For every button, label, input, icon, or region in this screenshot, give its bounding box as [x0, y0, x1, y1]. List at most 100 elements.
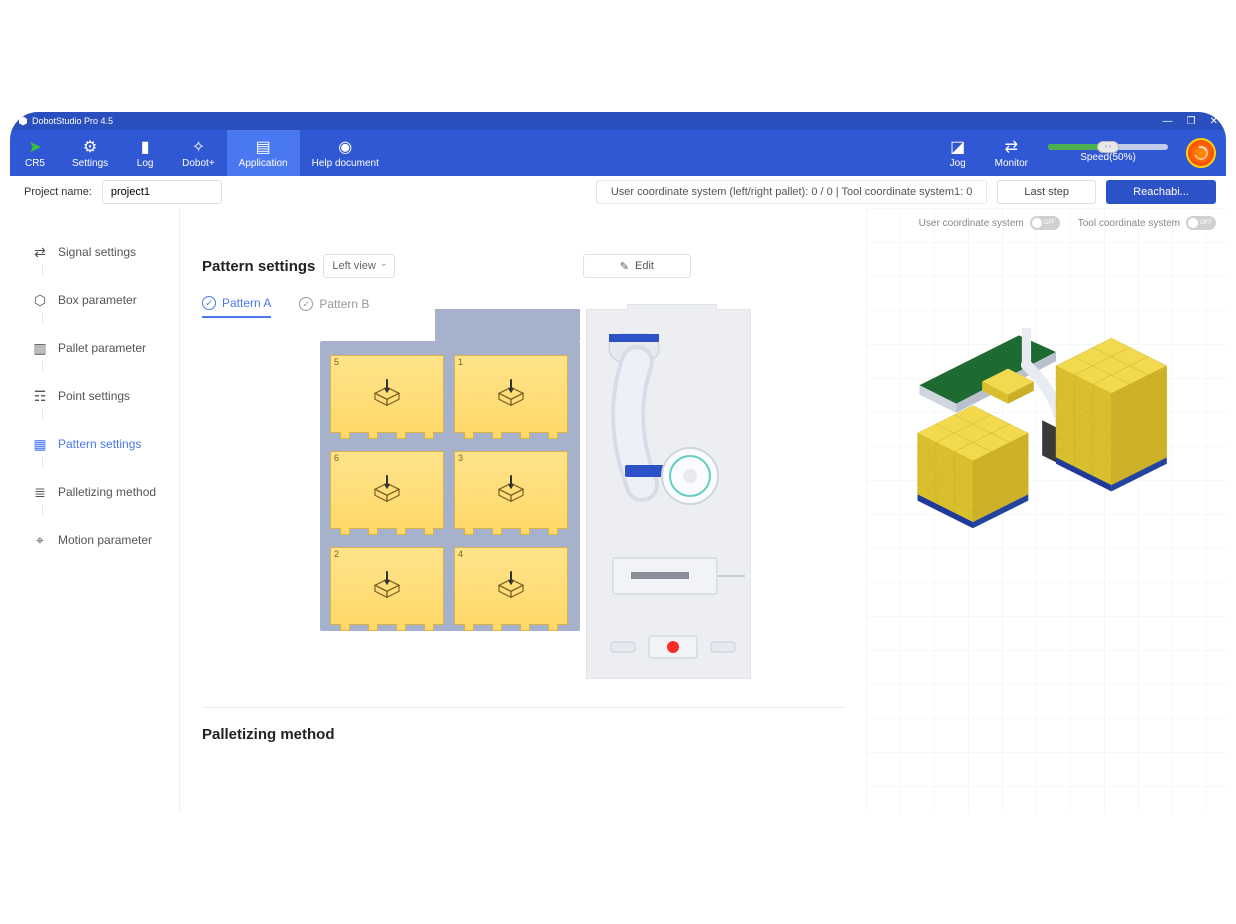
- pallet-box-6[interactable]: 6: [330, 451, 444, 529]
- main-toolbar: ➤ CR5 ⚙ Settings ▮ Log ✧ Dobot+ ▤ Applic…: [10, 130, 1226, 176]
- toolbar-settings-label: Settings: [72, 158, 108, 169]
- toolbar-application-label: Application: [239, 158, 288, 169]
- speed-label: Speed(50%): [1080, 152, 1136, 163]
- robot-arm-graphic: [587, 310, 752, 680]
- help-icon: ◉: [338, 138, 352, 156]
- sidebar-item-label: Palletizing method: [58, 485, 156, 499]
- edit-icon: ✎: [620, 260, 629, 273]
- edit-button-label: Edit: [635, 260, 654, 272]
- jog-icon: ◪: [950, 138, 965, 156]
- gear-icon: ⚙: [83, 138, 97, 156]
- toolbar-speed-control[interactable]: ‹ › Speed(50%): [1040, 130, 1176, 176]
- sidebar-item-motion-parameter[interactable]: ⌖Motion parameter: [10, 516, 179, 564]
- tab-pattern-a[interactable]: ✓ Pattern A: [202, 296, 271, 318]
- toolbar-settings-button[interactable]: ⚙ Settings: [60, 130, 120, 176]
- coordinate-toggles: User coordinate system OFF Tool coordina…: [919, 208, 1216, 238]
- coordinate-readout: User coordinate system (left/right palle…: [596, 180, 988, 204]
- speed-slider-track[interactable]: ‹ ›: [1048, 144, 1168, 150]
- user-coord-toggle[interactable]: OFF: [1030, 216, 1060, 230]
- sidebar-item-pallet-parameter[interactable]: ▥ Pallet parameter: [10, 324, 179, 372]
- window-close-button[interactable]: ✕: [1210, 116, 1218, 127]
- speed-slider-thumb[interactable]: ‹ ›: [1097, 141, 1119, 153]
- pallet-box-1[interactable]: 1: [454, 355, 568, 433]
- viewport-3d[interactable]: User coordinate system OFF Tool coordina…: [866, 208, 1226, 812]
- puzzle-icon: ✧: [192, 138, 205, 156]
- sliders-icon: ☶: [32, 388, 48, 404]
- user-coord-toggle-label: User coordinate system: [919, 218, 1024, 229]
- cube-icon: ⬡: [32, 292, 48, 308]
- scene-3d-graphic: [906, 328, 1206, 568]
- monitor-icon: ⇄: [1005, 138, 1018, 156]
- toolbar-monitor-label: Monitor: [995, 158, 1028, 169]
- window-title: DobotStudio Pro 4.5: [32, 116, 113, 126]
- app-window: DobotStudio Pro 4.5 — ❐ ✕ ➤ CR5 ⚙ Settin…: [10, 112, 1226, 812]
- window-maximize-button[interactable]: ❐: [1187, 116, 1196, 127]
- sidebar-item-label: Box parameter: [58, 293, 137, 307]
- pattern-diagram: 5 1 6 3 2 4: [320, 341, 846, 679]
- box-icon: [365, 375, 409, 409]
- estop-inner-icon: [1192, 144, 1211, 163]
- sidebar-item-pattern-settings[interactable]: ▦Pattern settings: [10, 420, 179, 468]
- box-number-label: 5: [334, 357, 339, 367]
- toolbar-dobotplus-label: Dobot+: [182, 158, 215, 169]
- toolbar-dobotplus-button[interactable]: ✧ Dobot+: [170, 130, 227, 176]
- toolbar-log-label: Log: [137, 158, 154, 169]
- box-icon: [365, 567, 409, 601]
- pallet-box-2[interactable]: 2: [330, 547, 444, 625]
- emergency-stop-button[interactable]: [1186, 138, 1216, 168]
- title-bar: DobotStudio Pro 4.5 — ❐ ✕: [10, 112, 1226, 130]
- pin-icon: ⌖: [32, 532, 48, 548]
- pattern-settings-title: Pattern settings: [202, 258, 315, 275]
- toolbar-jog-button[interactable]: ◪ Jog: [933, 130, 983, 176]
- box-number-label: 4: [458, 549, 463, 559]
- sidebar-item-point-settings[interactable]: ☶ Point settings: [10, 372, 179, 420]
- section-divider: [202, 707, 846, 708]
- tab-label: Pattern A: [222, 296, 271, 310]
- view-select-dropdown[interactable]: Left view: [323, 254, 394, 278]
- pallet-box-3[interactable]: 3: [454, 451, 568, 529]
- toolbar-help-label: Help document: [312, 158, 379, 169]
- sidebar-item-label: Pallet parameter: [58, 341, 146, 355]
- box-icon: [489, 375, 533, 409]
- box-number-label: 2: [334, 549, 339, 559]
- sidebar-item-signal-settings[interactable]: ⇄ Signal settings: [10, 228, 179, 276]
- toolbar-application-button[interactable]: ▤ Application: [227, 130, 300, 176]
- tool-coord-toggle-label: Tool coordinate system: [1078, 218, 1180, 229]
- content-area: ⇄ Signal settings ⬡ Box parameter ▥ Pallet pa…: [10, 208, 1226, 812]
- project-name-input[interactable]: [102, 180, 222, 204]
- robot-arrow-icon: ➤: [28, 138, 41, 156]
- edit-button[interactable]: ✎ Edit: [583, 254, 691, 278]
- palletizing-method-title: Palletizing method: [202, 726, 846, 743]
- project-name-label: Project name:: [20, 186, 92, 198]
- reachability-button[interactable]: Reachabi...: [1106, 180, 1216, 204]
- toolbar-monitor-button[interactable]: ⇄ Monitor: [983, 130, 1040, 176]
- pallet-box-4[interactable]: 4: [454, 547, 568, 625]
- pattern-section-header: Pattern settings Left view ✎ Edit: [202, 254, 846, 278]
- box-number-label: 1: [458, 357, 463, 367]
- sidebar-item-label: Signal settings: [58, 245, 136, 259]
- tab-pattern-b[interactable]: ✓Pattern B: [299, 296, 369, 318]
- toolbar-robot-label: CR5: [25, 158, 45, 169]
- project-bar: Project name: User coordinate system (le…: [10, 176, 1226, 208]
- sidebar-item-palletizing-method[interactable]: ≣ Palletizing method: [10, 468, 179, 516]
- check-icon: ✓: [299, 297, 313, 311]
- view-select-value: Left view: [332, 260, 375, 272]
- sidebar-item-label: Point settings: [58, 389, 130, 403]
- bars-icon: ▥: [32, 340, 48, 356]
- box-number-label: 6: [334, 453, 339, 463]
- toolbar-log-button[interactable]: ▮ Log: [120, 130, 170, 176]
- sidebar-item-label: Pattern settings: [58, 437, 141, 451]
- sidebar-item-box-parameter[interactable]: ⬡ Box parameter: [10, 276, 179, 324]
- toolbar-robot-button[interactable]: ➤ CR5: [10, 130, 60, 176]
- settings-sidebar: ⇄ Signal settings ⬡ Box parameter ▥ Pallet pa…: [10, 208, 180, 812]
- robot-top-view: [586, 309, 751, 679]
- check-icon: ✓: [202, 296, 216, 310]
- tool-coord-toggle[interactable]: OFF: [1186, 216, 1216, 230]
- last-step-button[interactable]: Last step: [997, 180, 1096, 204]
- toolbar-help-button[interactable]: ◉ Help document: [300, 130, 391, 176]
- box-icon: [489, 567, 533, 601]
- arrows-icon: ⇄: [32, 244, 48, 260]
- window-minimize-button[interactable]: —: [1163, 116, 1173, 127]
- pallet-box-5[interactable]: 5: [330, 355, 444, 433]
- layers-icon: ≣: [32, 484, 48, 500]
